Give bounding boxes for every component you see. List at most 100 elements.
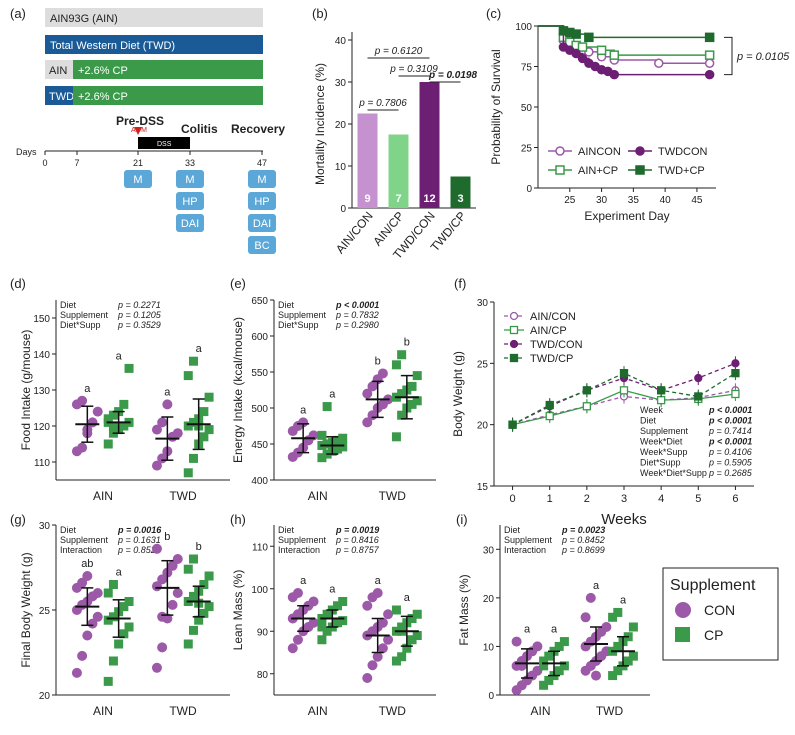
dot-point: [188, 417, 198, 427]
dot-stat-name: Interaction: [504, 545, 546, 555]
dot-point: [412, 396, 422, 406]
dot-point: [103, 676, 113, 686]
dot-point: [391, 656, 401, 666]
dot-point: [367, 660, 378, 671]
dot-point: [362, 417, 373, 428]
dot-stat-pvalue: p = 0.1631: [117, 535, 161, 545]
c-point: [609, 50, 620, 60]
dot-sig-letter: a: [84, 383, 91, 395]
ain-small-label: AIN: [49, 65, 67, 77]
dot-point: [92, 588, 103, 598]
dot-y-tick-label: 20: [483, 594, 495, 605]
dot-point: [167, 560, 178, 571]
dot-y-tick-label: 120: [33, 422, 50, 433]
dot-y-label: Energy Intake (kcal/mouse): [231, 317, 245, 463]
twd-label: Total Western Diet (TWD): [50, 40, 175, 52]
f-y-tick-label: 20: [477, 421, 489, 432]
dot-point: [151, 424, 162, 435]
dot-point: [322, 626, 332, 636]
dot-point: [580, 612, 591, 623]
dot-category-label: TWD: [379, 704, 407, 718]
measure-box-label: DAI: [253, 218, 271, 230]
dot-stat-name: Diet: [60, 300, 77, 310]
c-legend-label: TWDCON: [658, 146, 708, 158]
ain-cp-label: +2.6% CP: [78, 65, 128, 77]
dot-point: [391, 360, 401, 370]
b-pvalue-label: p = 0.0198: [428, 70, 478, 81]
c-pvalue-bracket: [724, 36, 733, 76]
dss-label: DSS: [157, 141, 172, 148]
dot-point: [204, 392, 214, 402]
dot-point: [172, 428, 183, 439]
dot-point: [333, 444, 343, 454]
dot-point: [308, 617, 319, 628]
c-y-tick-label: 0: [526, 184, 532, 195]
dot-point: [554, 641, 564, 651]
c-point: [704, 32, 715, 43]
dot-point: [308, 596, 319, 607]
f-legend-label: AIN/CON: [530, 311, 576, 323]
dot-y-tick-label: 10: [483, 642, 495, 653]
f-point: [731, 368, 740, 378]
dot-point: [391, 432, 401, 442]
dot-sig-letter: a: [524, 624, 531, 636]
dot-sig-letter: a: [329, 389, 336, 401]
measure-box: [124, 170, 152, 188]
c-point: [704, 69, 715, 80]
f-legend-label: AIN/CP: [530, 325, 567, 337]
dot-point: [559, 661, 569, 671]
c-point: [577, 42, 588, 52]
dot-point: [628, 651, 638, 661]
f-point: [694, 392, 703, 401]
dot-point: [77, 395, 88, 406]
dot-point: [539, 656, 549, 666]
dot-point: [397, 389, 407, 399]
dot-point: [92, 406, 103, 417]
dot-point: [412, 609, 422, 619]
panel-a-letter: (a): [10, 6, 26, 21]
c-point: [609, 69, 620, 80]
dot-sig-letter: b: [404, 337, 410, 349]
dot-point: [367, 381, 378, 392]
dot-point: [383, 609, 394, 620]
b-y-label: Mortality Incidence (%): [313, 63, 327, 185]
dot-point: [397, 652, 407, 662]
dot-point: [338, 597, 348, 606]
dot-category-label: TWD: [169, 704, 197, 718]
phase-recovery: Recovery: [231, 122, 285, 136]
dot-point: [71, 667, 82, 678]
dot-stat-name: Diet*Supp: [60, 320, 101, 330]
dot-point: [287, 643, 298, 654]
dot-stat-name: Supplement: [60, 535, 109, 545]
dot-point: [322, 402, 332, 412]
f-stat-pvalue: p < 0.0001: [708, 416, 752, 426]
dot-point: [157, 642, 168, 653]
dot-category-label: AIN: [530, 704, 550, 718]
dot-point: [613, 641, 623, 651]
day-tick-label: 47: [257, 158, 267, 168]
dot-category-label: AIN: [308, 489, 328, 503]
dot-point: [204, 602, 214, 612]
dot-point: [377, 617, 388, 628]
dot-y-label: Fat Mass (%): [457, 574, 471, 645]
c-point: [704, 58, 715, 69]
dot-point: [183, 468, 193, 478]
dot-point: [119, 421, 129, 431]
panel-c-letter: (c): [486, 6, 501, 21]
dot-stat-pvalue: p = 0.8757: [335, 545, 380, 555]
dot-y-tick-label: 80: [257, 670, 269, 681]
dot-stat-pvalue: p < 0.0001: [335, 300, 379, 310]
dot-stat-pvalue: p = 0.0023: [561, 525, 605, 535]
dot-sig-letter: a: [300, 575, 307, 587]
measure-box: [248, 214, 276, 232]
f-stat-name: Week*Diet*Supp: [640, 468, 707, 478]
dot-point: [544, 675, 554, 685]
c-legend-marker: [555, 165, 565, 175]
dot-point: [151, 460, 162, 471]
dot-point: [544, 651, 554, 661]
dot-point: [338, 616, 348, 626]
legend-cp-marker-icon: [675, 627, 690, 642]
dss-bar: [138, 137, 190, 149]
b-pvalue-label: p = 0.6120: [374, 46, 423, 57]
dot-sig-letter: a: [620, 594, 627, 606]
